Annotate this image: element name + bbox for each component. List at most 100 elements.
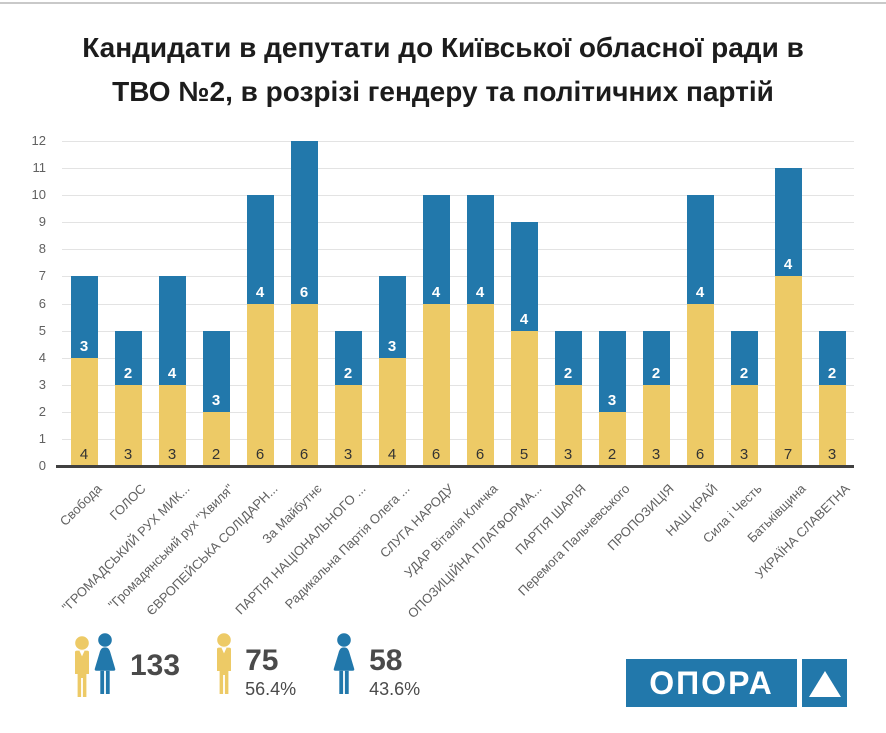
bar-segment-female[interactable] — [158, 276, 186, 385]
gridline — [62, 357, 854, 359]
bar-value-male: 6 — [255, 446, 265, 463]
opora-logo-square — [802, 659, 847, 707]
bar-segment-female[interactable] — [202, 330, 230, 412]
bar-segment-female[interactable] — [290, 141, 318, 304]
bar-segment-female[interactable] — [378, 276, 406, 358]
y-axis-tick-label: 0 — [38, 458, 46, 473]
legend-male: 75 56.4% — [212, 633, 296, 701]
bar-segment-female[interactable] — [730, 330, 758, 385]
bar-value-male: 6 — [431, 446, 441, 463]
bar-value-female: 6 — [299, 283, 309, 301]
opora-wordmark: ОПОРА — [626, 659, 797, 707]
bar-segment-female[interactable] — [246, 195, 274, 304]
bar-segment-female[interactable] — [774, 168, 802, 277]
bar-segment-female[interactable] — [510, 222, 538, 331]
bar-value-male: 3 — [123, 446, 133, 463]
gridline — [62, 411, 854, 413]
bar-segment-male[interactable] — [70, 357, 98, 466]
total-count: 133 — [130, 649, 181, 682]
x-axis-label: УКРАЇНА СЛАВЕТНА — [752, 481, 853, 582]
y-axis-tick-label: 4 — [38, 349, 46, 365]
bar-segment-female[interactable] — [686, 195, 714, 304]
legend-total: 133 — [70, 633, 180, 704]
bar-segment-male[interactable] — [730, 384, 758, 466]
bar-segment-male[interactable] — [202, 411, 230, 466]
female-count: 58 — [369, 644, 403, 677]
bar-segment-male[interactable] — [686, 303, 714, 466]
bar-segment-male[interactable] — [158, 384, 186, 466]
bar-segment-male[interactable] — [818, 384, 846, 466]
bar-value-male: 6 — [475, 446, 485, 463]
gridline — [62, 303, 854, 305]
gridline — [62, 330, 854, 332]
bar-segment-female[interactable] — [70, 276, 98, 358]
bar-segment-female[interactable] — [422, 195, 450, 304]
bar-segment-male[interactable] — [114, 384, 142, 466]
bar-segment-male[interactable] — [510, 330, 538, 466]
bar-value-female: 3 — [387, 337, 397, 355]
bar-segment-female[interactable] — [598, 330, 626, 412]
gridline — [62, 438, 854, 440]
gridline — [62, 168, 854, 170]
bar-segment-male[interactable] — [422, 303, 450, 466]
gridline — [62, 276, 854, 278]
bar-segment-female[interactable] — [554, 330, 582, 385]
y-axis-tick-label: 3 — [38, 376, 46, 392]
bar-value-male: 7 — [783, 446, 793, 463]
y-axis-tick-label: 8 — [38, 241, 46, 257]
y-axis-tick-label: 1 — [38, 430, 46, 446]
chart-title: Кандидати в депутати до Київської обласн… — [0, 26, 886, 114]
bar-value-male: 6 — [695, 446, 705, 463]
bar-value-male: 3 — [167, 446, 177, 463]
bar-value-male: 2 — [211, 446, 221, 463]
bar-value-male: 5 — [519, 446, 529, 463]
bar-value-female: 4 — [519, 310, 529, 328]
bar-value-female: 4 — [167, 364, 177, 382]
gridline — [62, 141, 854, 142]
x-axis-labels: Свобода ГОЛОС "ГРОМАДСЬКИЙ РУХ МИК... "Гром… — [57, 473, 854, 638]
bar-value-male: 3 — [343, 446, 353, 463]
bar-segment-male[interactable] — [378, 357, 406, 466]
bar-value-male: 2 — [607, 446, 617, 463]
bar-segment-female[interactable] — [642, 330, 670, 385]
male-icon — [212, 633, 236, 701]
bar-segment-male[interactable] — [554, 384, 582, 466]
y-axis-tick-label: 12 — [31, 133, 46, 148]
bar-value-male: 4 — [387, 446, 397, 463]
bar-segment-female[interactable] — [334, 330, 362, 385]
bar-value-female: 4 — [783, 256, 793, 274]
chart-title-line1: Кандидати в депутати до Київської обласн… — [82, 32, 804, 63]
bar-segment-male[interactable] — [598, 411, 626, 466]
bar-segment-male[interactable] — [466, 303, 494, 466]
x-axis-label: Сила і Честь — [699, 481, 765, 546]
bar-chart: 4 3 3 2 3 4 2 3 6 4 6 6 3 2 4 3 6 4 6 4 5 4 3 2 2 3 3 2 6 4 3 2 7 4 3 2 — [62, 141, 854, 466]
bar-value-female: 2 — [827, 364, 837, 382]
bar-segment-female[interactable] — [114, 330, 142, 385]
y-axis-tick-label: 2 — [38, 403, 46, 419]
male-count: 75 — [245, 644, 279, 677]
bar-value-female: 2 — [123, 364, 133, 382]
bar-segment-male[interactable] — [774, 276, 802, 466]
gridline — [62, 384, 854, 386]
bar-value-male: 3 — [563, 446, 573, 463]
bar-value-female: 3 — [79, 337, 89, 355]
gridline — [62, 249, 854, 251]
y-axis-tick-label: 9 — [38, 214, 46, 230]
bar-value-female: 2 — [563, 364, 573, 382]
bar-segment-male[interactable] — [290, 303, 318, 466]
bar-value-male: 3 — [651, 446, 661, 463]
bar-segment-female[interactable] — [466, 195, 494, 304]
bar-segment-male[interactable] — [334, 384, 362, 466]
bar-value-female: 2 — [739, 364, 749, 382]
top-border — [0, 2, 886, 4]
y-axis-tick-label: 11 — [32, 160, 47, 176]
x-axis-label: Батьківщина — [744, 481, 809, 546]
female-icon — [328, 633, 360, 703]
bar-segment-male[interactable] — [246, 303, 274, 466]
y-axis-tick-label: 6 — [38, 295, 46, 311]
bar-segment-female[interactable] — [818, 330, 846, 385]
bar-value-female: 2 — [651, 364, 661, 382]
bar-segment-male[interactable] — [642, 384, 670, 466]
bar-value-male: 4 — [79, 446, 89, 463]
